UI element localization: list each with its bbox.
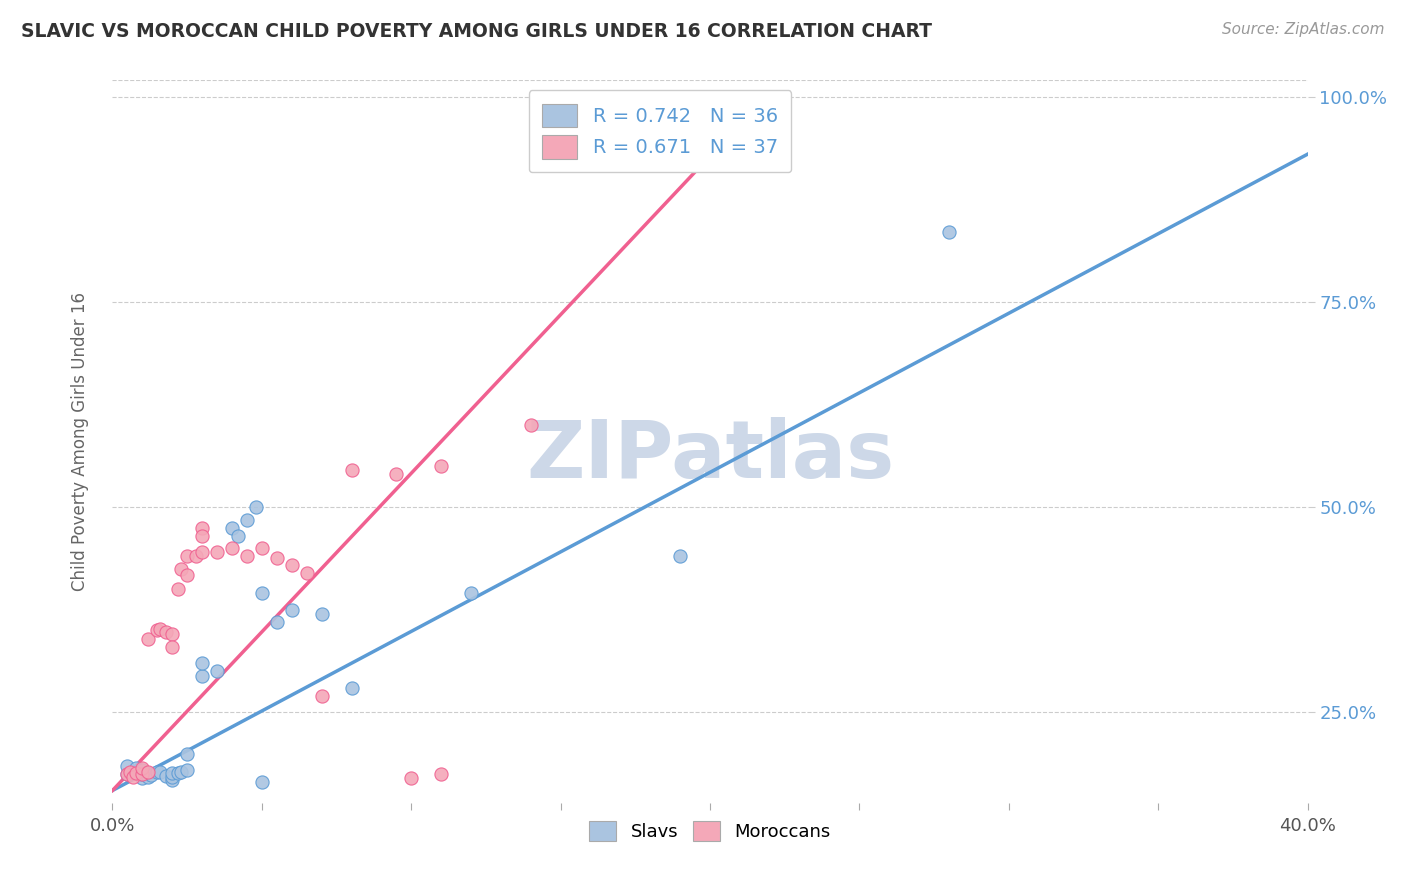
- Point: [125, 764, 148, 779]
- Point: [186, 549, 208, 564]
- Point: [146, 624, 169, 638]
- Point: [205, 545, 228, 559]
- Point: [250, 541, 273, 556]
- Point: [245, 500, 267, 515]
- Point: [430, 767, 453, 781]
- Point: [226, 529, 249, 543]
- Point: [176, 747, 198, 761]
- Point: [221, 541, 243, 556]
- Point: [131, 761, 153, 775]
- Point: [117, 767, 139, 781]
- Legend: Slavs, Moroccans: Slavs, Moroccans: [582, 814, 838, 848]
- Point: [117, 759, 139, 773]
- Point: [131, 767, 153, 781]
- Point: [162, 770, 183, 784]
- Point: [167, 582, 190, 597]
- Point: [191, 657, 214, 671]
- Point: [340, 681, 363, 695]
- Point: [155, 625, 177, 640]
- Point: [191, 668, 214, 682]
- Point: [281, 558, 304, 572]
- Text: ZIPatlas: ZIPatlas: [526, 417, 894, 495]
- Point: [430, 459, 453, 474]
- Point: [221, 521, 243, 535]
- Point: [311, 689, 333, 703]
- Point: [131, 763, 153, 777]
- Point: [162, 766, 183, 780]
- Point: [176, 567, 198, 582]
- Point: [141, 768, 163, 782]
- Point: [176, 763, 198, 777]
- Point: [191, 529, 214, 543]
- Point: [138, 632, 160, 646]
- Point: [281, 603, 304, 617]
- Point: [170, 764, 193, 779]
- Point: [176, 549, 198, 564]
- Point: [149, 765, 172, 780]
- Text: Source: ZipAtlas.com: Source: ZipAtlas.com: [1222, 22, 1385, 37]
- Point: [120, 764, 142, 779]
- Point: [759, 89, 782, 103]
- Point: [460, 586, 482, 600]
- Point: [162, 640, 183, 654]
- Point: [125, 766, 148, 780]
- Point: [138, 764, 160, 779]
- Point: [266, 551, 288, 566]
- Point: [117, 767, 139, 781]
- Point: [295, 566, 318, 580]
- Point: [167, 766, 190, 780]
- Point: [401, 771, 423, 785]
- Y-axis label: Child Poverty Among Girls Under 16: Child Poverty Among Girls Under 16: [70, 292, 89, 591]
- Text: SLAVIC VS MOROCCAN CHILD POVERTY AMONG GIRLS UNDER 16 CORRELATION CHART: SLAVIC VS MOROCCAN CHILD POVERTY AMONG G…: [21, 22, 932, 41]
- Point: [236, 512, 259, 526]
- Point: [311, 607, 333, 621]
- Point: [162, 772, 183, 787]
- Point: [236, 549, 259, 564]
- Point: [205, 665, 228, 679]
- Point: [170, 562, 193, 576]
- Point: [340, 463, 363, 477]
- Point: [125, 761, 148, 775]
- Point: [146, 764, 169, 779]
- Point: [149, 622, 172, 636]
- Point: [138, 766, 160, 780]
- Point: [122, 770, 145, 784]
- Point: [520, 418, 543, 433]
- Point: [250, 775, 273, 789]
- Point: [155, 769, 177, 783]
- Point: [138, 770, 160, 784]
- Point: [669, 549, 692, 564]
- Point: [131, 767, 153, 781]
- Point: [191, 545, 214, 559]
- Point: [669, 110, 692, 124]
- Point: [938, 225, 960, 239]
- Point: [266, 615, 288, 630]
- Point: [162, 627, 183, 641]
- Point: [191, 521, 214, 535]
- Point: [385, 467, 408, 482]
- Point: [250, 586, 273, 600]
- Point: [131, 771, 153, 785]
